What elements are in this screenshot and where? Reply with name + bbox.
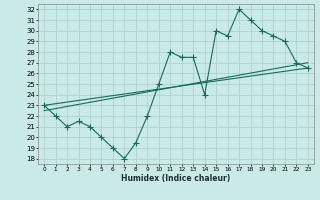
- X-axis label: Humidex (Indice chaleur): Humidex (Indice chaleur): [121, 174, 231, 183]
